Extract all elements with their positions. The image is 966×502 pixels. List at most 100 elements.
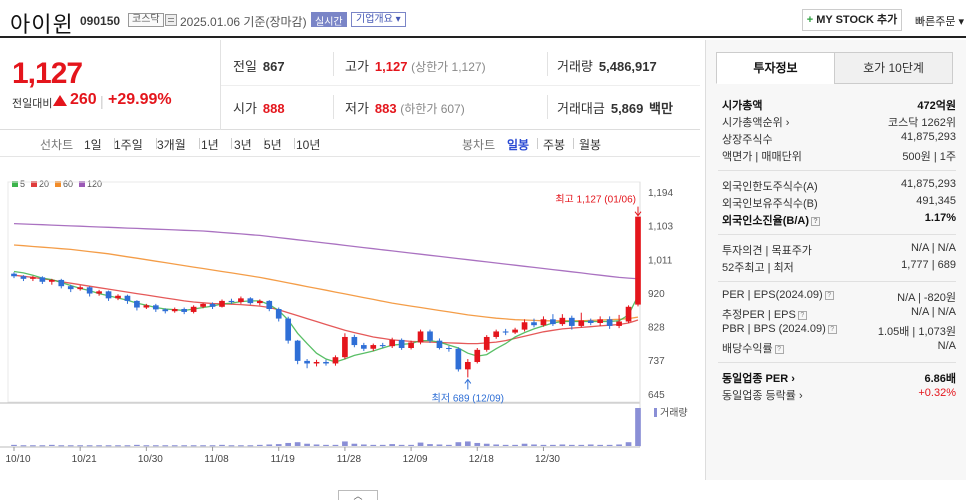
- info-row: 배당수익률? N/A: [718, 339, 956, 356]
- divider: [220, 40, 221, 130]
- lower-limit: (하한가 607): [400, 102, 465, 116]
- info-value: 1.17%: [924, 212, 956, 224]
- info-key-text: 동일업종 등락률 ›: [722, 390, 803, 402]
- volume-bar: [436, 444, 443, 446]
- tab-investment-info[interactable]: 투자정보: [716, 52, 835, 84]
- group-divider: [718, 362, 956, 363]
- ma-legend: 5 20 60 120: [12, 179, 108, 189]
- candle-body: [417, 331, 424, 343]
- volume-bar: [417, 442, 424, 446]
- high-value: 1,127: [374, 59, 408, 74]
- info-key-text: 외국인보유주식수(B): [722, 198, 818, 210]
- market-badge: 코스닥: [128, 13, 164, 27]
- x-tick-label: 11/28: [337, 454, 362, 465]
- info-value: 41,875,293: [900, 178, 956, 190]
- candle-body: [625, 306, 632, 322]
- info-value: N/A | N/A: [910, 306, 956, 318]
- info-key: 상장주식수: [722, 131, 773, 147]
- volume-bar: [256, 444, 263, 446]
- line-chart-label: 선차트: [40, 138, 74, 152]
- x-tick-label: 10/10: [5, 454, 30, 465]
- help-icon[interactable]: ?: [774, 344, 784, 354]
- volume-bar: [512, 444, 518, 446]
- volume-bar: [77, 445, 84, 447]
- candle-body: [540, 319, 547, 326]
- period-5[interactable]: 5년: [264, 138, 282, 152]
- stock-code: 090150: [80, 14, 121, 28]
- plus-icon: +: [806, 14, 814, 26]
- add-my-stock-button[interactable]: + MY STOCK 추가: [802, 9, 902, 31]
- candle-body: [143, 305, 150, 308]
- period-0[interactable]: 1일: [84, 138, 102, 152]
- trade-amount: 거래대금 5,869 백만: [557, 98, 673, 117]
- low-price: 저가 883 (하한가 607): [345, 98, 465, 117]
- volume-bar: [238, 445, 244, 447]
- legend-label: 20: [39, 179, 50, 189]
- info-key: 추정PER | EPS?: [722, 306, 807, 322]
- upper-limit: (상한가 1,127): [411, 60, 486, 74]
- candle-body: [351, 336, 358, 346]
- info-key-text: 배당수익률: [722, 343, 773, 355]
- volume-bar: [67, 445, 74, 447]
- info-row: 52주최고 | 최저 1,777 | 689: [718, 258, 956, 275]
- y-tick-label: 920: [648, 289, 665, 300]
- info-row[interactable]: 동일업종 PER › 6.86배: [718, 369, 956, 386]
- collapse-chart-button[interactable]: ︿: [338, 490, 378, 501]
- group-divider: [718, 234, 956, 235]
- candle-period-2[interactable]: 월봉: [579, 138, 602, 152]
- volume-bar: [20, 445, 27, 447]
- quick-order-dropdown[interactable]: 빠른주문 ▾: [915, 16, 965, 28]
- help-icon[interactable]: ?: [824, 290, 834, 300]
- candle-body: [219, 300, 225, 307]
- info-row[interactable]: 동일업종 등락률 › +0.32%: [718, 386, 956, 403]
- volume-legend-swatch: [654, 408, 657, 417]
- candle-body: [597, 319, 604, 323]
- volume-bar: [162, 445, 169, 447]
- volume-bar: [493, 444, 500, 446]
- volume-bar: [531, 444, 537, 446]
- add-my-stock-label: MY STOCK 추가: [816, 14, 898, 26]
- candle-body: [455, 348, 462, 370]
- help-icon[interactable]: ?: [827, 324, 837, 334]
- volume-bar: [228, 445, 235, 447]
- prev-close-label: 전일: [233, 59, 257, 74]
- price-summary: 1,127 전일대비 260 | +29.99% 전일 867 고가 1,127 (…: [0, 40, 700, 130]
- candle-period-1[interactable]: 주봉: [543, 138, 566, 152]
- info-row: 외국인한도주식수(A) 41,875,293: [718, 177, 956, 194]
- help-icon[interactable]: ?: [797, 310, 807, 320]
- tab-hoga-10[interactable]: 호가 10단계: [834, 52, 953, 84]
- volume-legend-label: 거래량: [660, 407, 688, 419]
- period-2[interactable]: 3개월: [157, 138, 186, 152]
- x-tick-label: 10/30: [138, 454, 163, 465]
- legend-ma-5: 5: [12, 179, 25, 189]
- ma5-line: [13, 270, 639, 363]
- realtime-button[interactable]: 실시간: [311, 12, 347, 28]
- company-overview-dropdown[interactable]: 기업개요 ▾: [351, 12, 406, 27]
- help-icon[interactable]: ?: [811, 216, 820, 226]
- high-label: 고가: [345, 59, 369, 74]
- period-1[interactable]: 1주일: [114, 138, 143, 152]
- info-row[interactable]: 시가총액순위 › 코스닥 1262위: [718, 113, 956, 130]
- volume-bar: [285, 442, 292, 446]
- legend-swatch: [55, 181, 62, 187]
- y-tick-label: 1,194: [648, 188, 673, 199]
- period-3[interactable]: 1년: [201, 138, 219, 152]
- info-value: 500원 | 1주: [902, 151, 956, 163]
- volume-bar: [464, 441, 471, 446]
- candle-body: [427, 331, 433, 341]
- investment-info-panel: 투자정보 호가 10단계 시가총액 472억원 시가총액순위 › 코스닥 1262위 상…: [705, 40, 966, 480]
- candle-chart-label: 봉차트: [462, 138, 496, 152]
- price-chart[interactable]: 1,194 1,103 1,011 920 828 737 645 최고 1,127 (01/…: [0, 162, 700, 490]
- info-key: 시가총액순위 ›: [722, 114, 789, 130]
- info-row: 추정PER | EPS? N/A | N/A: [718, 305, 956, 322]
- candle-period-0[interactable]: 일봉: [507, 138, 530, 152]
- info-value: 1,777 | 689: [901, 259, 956, 271]
- candle-body: [238, 298, 244, 303]
- period-6[interactable]: 10년: [296, 138, 321, 152]
- period-4[interactable]: 3년: [234, 138, 252, 152]
- volume-bar: [96, 445, 102, 447]
- volume-bar: [181, 445, 188, 447]
- volume-bar: [427, 444, 433, 446]
- low-value: 883: [374, 101, 397, 116]
- candle-body: [550, 319, 556, 325]
